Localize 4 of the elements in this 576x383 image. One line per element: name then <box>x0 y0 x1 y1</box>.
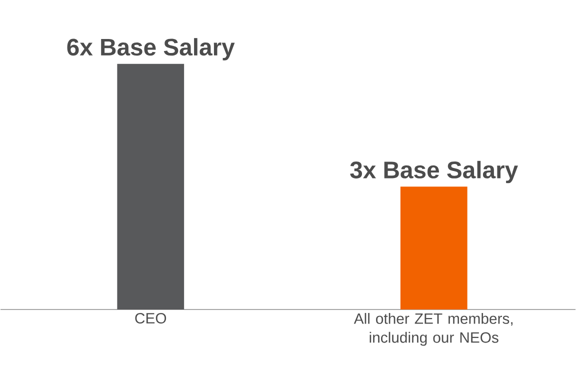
x-tick-label: All other ZET members, including our NEOs <box>354 312 513 346</box>
data-label: 6x Base Salary <box>67 38 235 60</box>
data-label: 3x Base Salary <box>350 160 518 183</box>
x-tick-label: CEO <box>135 312 166 324</box>
